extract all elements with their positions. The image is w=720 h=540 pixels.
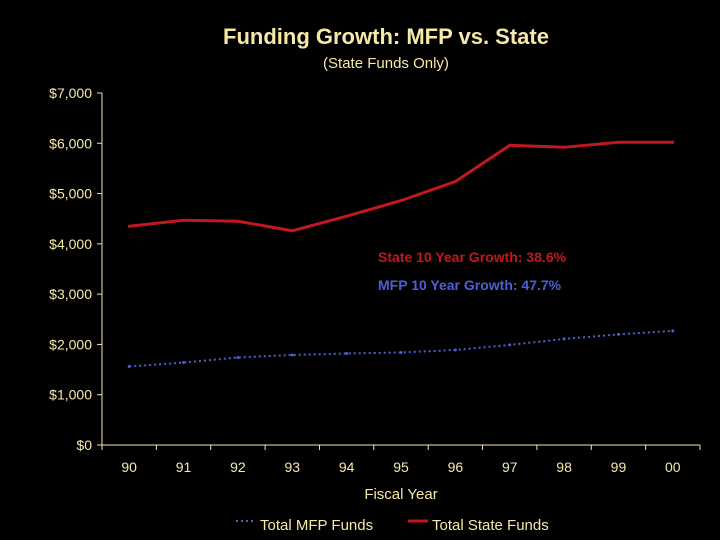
data-point-total-state-funds [290,229,294,233]
data-point-total-mfp-funds [236,356,240,360]
data-point-total-mfp-funds [562,337,566,341]
x-tick-label: 91 [176,459,192,475]
data-point-total-mfp-funds [290,353,294,357]
y-tick-label: $2,000 [49,336,92,352]
y-tick-label: $4,000 [49,236,92,252]
data-point-total-mfp-funds [453,348,457,352]
growth-annotation: MFP 10 Year Growth: 47.7% [378,277,562,293]
x-tick-label: 90 [121,459,137,475]
y-tick-label: $0 [76,437,92,453]
data-point-total-state-funds [671,140,675,144]
x-tick-label: 95 [393,459,409,475]
x-tick-label: 99 [611,459,627,475]
x-tick-label: 93 [284,459,300,475]
data-point-total-mfp-funds [182,361,186,365]
data-point-total-mfp-funds [616,332,620,336]
series-line-total-state-funds [129,140,673,233]
x-tick-label: 00 [665,459,681,475]
y-tick-label: $7,000 [49,85,92,101]
data-point-total-state-funds [236,219,240,223]
x-tick-label: 92 [230,459,246,475]
data-point-total-mfp-funds [671,329,675,333]
x-tick-label: 98 [556,459,572,475]
data-point-total-state-funds [127,224,131,228]
series-line-total-mfp-funds [129,329,673,368]
y-tick-label: $5,000 [49,186,92,202]
x-axis-label: Fiscal Year [364,486,437,503]
data-point-total-state-funds [182,218,186,222]
growth-annotation: State 10 Year Growth: 38.6% [378,249,567,265]
x-tick-label: 96 [448,459,464,475]
data-point-total-mfp-funds [399,350,403,354]
data-point-total-state-funds [562,145,566,149]
y-tick-label: $6,000 [49,135,92,151]
data-point-total-state-funds [616,140,620,144]
data-point-total-state-funds [508,143,512,147]
y-tick-label: $3,000 [49,286,92,302]
chart-subtitle: (State Funds Only) [323,55,449,72]
data-point-total-state-funds [453,180,457,184]
legend-label-state: Total State Funds [432,517,549,534]
data-point-total-state-funds [399,199,403,203]
y-tick-label: $1,000 [49,387,92,403]
data-point-total-mfp-funds [345,351,349,355]
data-point-total-state-funds [345,214,349,218]
legend-label-mfp: Total MFP Funds [260,517,373,534]
data-point-total-mfp-funds [127,365,131,369]
x-tick-label: 94 [339,459,355,475]
x-tick-label: 97 [502,459,518,475]
chart-title: Funding Growth: MFP vs. State [223,24,549,49]
data-point-total-mfp-funds [508,343,512,347]
